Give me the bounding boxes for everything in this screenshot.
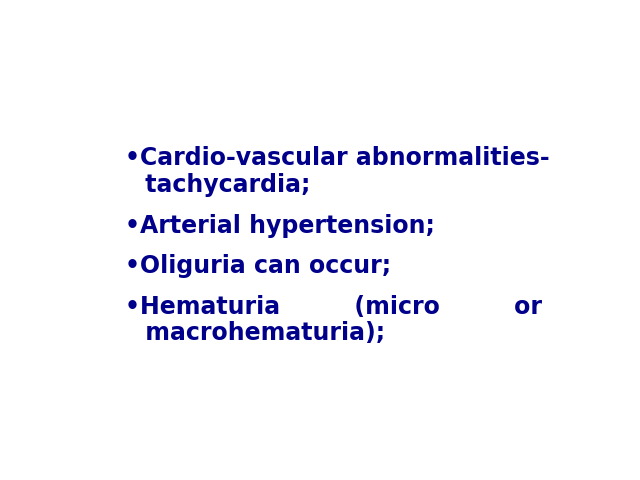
Text: tachycardia;: tachycardia;	[137, 173, 310, 197]
Text: •Hematuria         (micro         or: •Hematuria (micro or	[125, 295, 541, 319]
Text: •Arterial hypertension;: •Arterial hypertension;	[125, 214, 435, 238]
Text: •Cardio-vascular abnormalities-: •Cardio-vascular abnormalities-	[125, 146, 549, 170]
Text: •Oliguria can occur;: •Oliguria can occur;	[125, 254, 391, 278]
Text: macrohematuria);: macrohematuria);	[137, 322, 385, 346]
